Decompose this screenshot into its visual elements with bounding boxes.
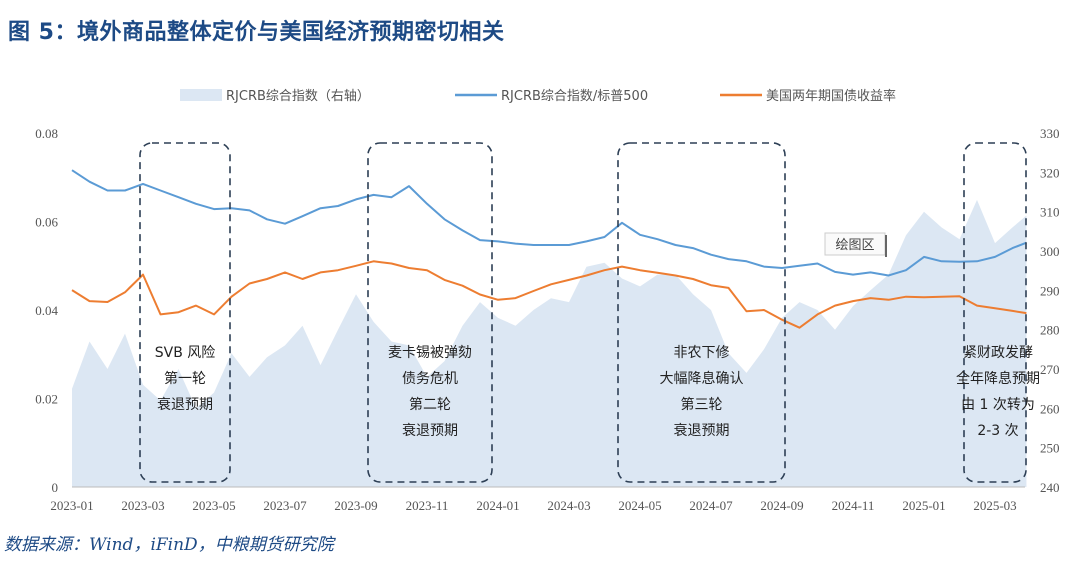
annotation-text: 大幅降息确认 — [660, 370, 744, 387]
annotation-text: 全年降息预期 — [956, 370, 1040, 387]
annotation-text: 第二轮 — [409, 396, 451, 413]
legend-swatch-area — [180, 89, 222, 101]
x-tick: 2023-11 — [406, 498, 449, 513]
y-right-tick: 330 — [1040, 126, 1060, 141]
x-tick: 2024-09 — [760, 498, 803, 513]
figure-title: 图 5：境外商品整体定价与美国经济预期密切相关 — [8, 20, 505, 45]
series-area-rjcrb — [72, 199, 1027, 487]
annotation-text: 紧财政发酵 — [963, 345, 1033, 361]
annotation-text: 2-3 次 — [977, 423, 1018, 439]
x-tick: 2024-07 — [689, 498, 733, 513]
y-right-tick: 300 — [1040, 244, 1060, 259]
annotation-text: 第一轮 — [164, 370, 206, 387]
x-tick: 2024-03 — [547, 498, 590, 513]
series-line-us-2y-yield — [71, 260, 1027, 329]
y-right-tick: 280 — [1040, 323, 1060, 338]
x-tick: 2023-03 — [121, 498, 164, 513]
x-tick: 2025-03 — [973, 498, 1016, 513]
legend-label: 美国两年期国债收益率 — [766, 88, 896, 104]
series-line-rjcrb-spx-ratio — [71, 169, 1027, 277]
y-left-tick: 0 — [52, 480, 59, 495]
annotation-text: 第三轮 — [681, 396, 723, 413]
legend-label: RJCRB综合指数（右轴） — [226, 89, 370, 104]
y-left-tick: 0.04 — [35, 303, 58, 318]
annotation-text: 衰退预期 — [402, 422, 458, 439]
y-right-tick: 290 — [1040, 283, 1060, 298]
x-tick: 2024-11 — [832, 498, 875, 513]
x-tick: 2023-09 — [334, 498, 377, 513]
annotation-box — [617, 142, 786, 483]
y-right-tick: 250 — [1040, 441, 1060, 456]
annotation-text: 非农下修 — [674, 345, 730, 361]
annotation-text: 衰退预期 — [157, 396, 213, 413]
x-tick: 2024-05 — [618, 498, 661, 513]
annotation-text: 麦卡锡被弹劾 — [388, 345, 472, 361]
y-left-tick: 0.02 — [35, 392, 58, 407]
x-tick: 2023-07 — [263, 498, 307, 513]
data-source: 数据来源：Wind，iFinD，中粮期货研究院 — [4, 535, 334, 555]
annotation-text: 债务危机 — [402, 371, 458, 387]
y-right-tick: 240 — [1040, 480, 1060, 495]
y-right-tick: 320 — [1040, 165, 1060, 180]
y-right-tick: 260 — [1040, 401, 1060, 416]
annotation-text: SVB 风险 — [155, 345, 216, 361]
y-right-tick: 270 — [1040, 362, 1060, 377]
annotation-box — [367, 142, 493, 483]
x-tick: 2023-05 — [192, 498, 235, 513]
x-tick: 2024-01 — [476, 498, 519, 513]
annotation-box — [139, 142, 231, 483]
y-right-tick: 310 — [1040, 205, 1060, 220]
annotation-box — [963, 142, 1027, 483]
x-tick: 2025-01 — [902, 498, 945, 513]
annotation-text: 由 1 次转为 — [961, 397, 1035, 413]
plot-area-tooltip: 绘图区 — [835, 238, 874, 253]
x-tick: 2023-01 — [50, 498, 93, 513]
y-left-tick: 0.08 — [35, 126, 58, 141]
annotation-text: 衰退预期 — [674, 422, 730, 439]
legend-label: RJCRB综合指数/标普500 — [501, 89, 648, 104]
y-left-tick: 0.06 — [35, 215, 58, 230]
